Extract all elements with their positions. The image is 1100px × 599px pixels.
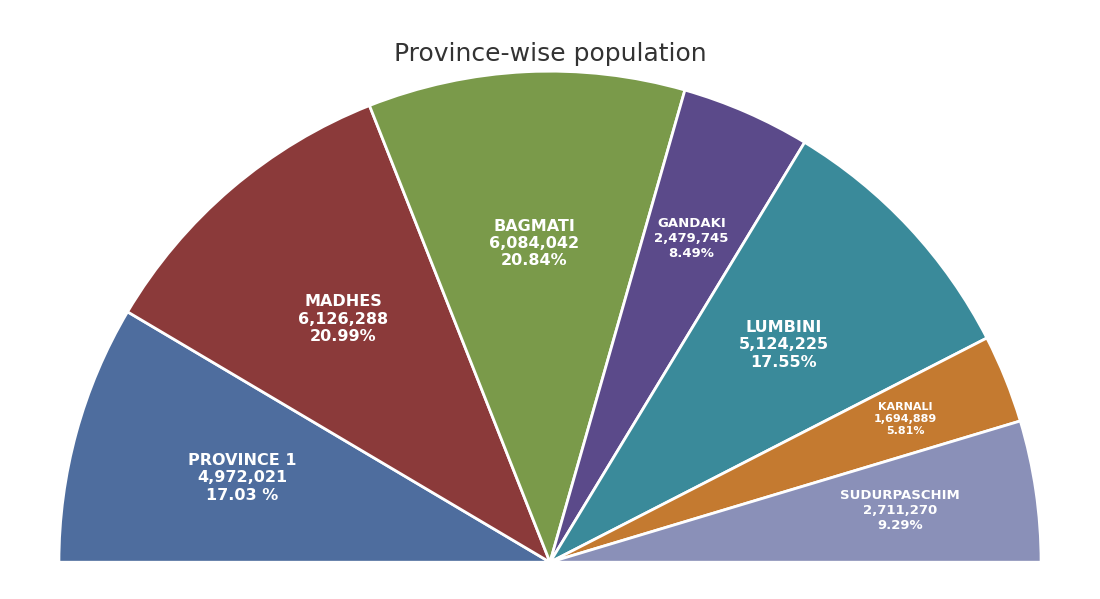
Text: SUDURPASCHIM
2,711,270
9.29%: SUDURPASCHIM 2,711,270 9.29% [840, 489, 959, 533]
Text: PROVINCE 1
4,972,021
17.03 %: PROVINCE 1 4,972,021 17.03 % [188, 453, 296, 503]
Wedge shape [59, 312, 550, 562]
Text: BAGMATI
6,084,042
20.84%: BAGMATI 6,084,042 20.84% [490, 219, 580, 268]
Wedge shape [550, 143, 987, 562]
Text: KARNALI
1,694,889
5.81%: KARNALI 1,694,889 5.81% [873, 403, 937, 435]
Wedge shape [370, 71, 685, 562]
Wedge shape [128, 105, 550, 562]
Wedge shape [550, 90, 805, 562]
Wedge shape [550, 338, 1021, 562]
Text: Province-wise population: Province-wise population [394, 42, 706, 66]
Text: GANDAKI
2,479,745
8.49%: GANDAKI 2,479,745 8.49% [654, 217, 728, 260]
Wedge shape [550, 421, 1041, 562]
Text: LUMBINI
5,124,225
17.55%: LUMBINI 5,124,225 17.55% [738, 320, 828, 370]
Text: MADHES
6,126,288
20.99%: MADHES 6,126,288 20.99% [298, 295, 388, 344]
